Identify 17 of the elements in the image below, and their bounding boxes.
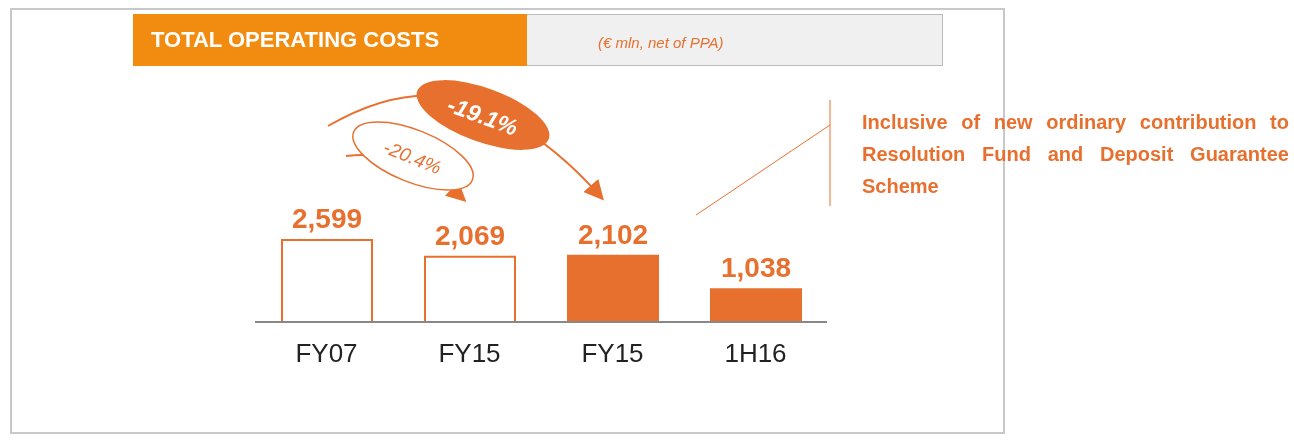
data-label: 2,599: [291, 203, 363, 234]
data-label: 2,102: [577, 218, 649, 250]
chart-title: TOTAL OPERATING COSTS: [133, 14, 527, 66]
x-tick-label: FY07: [295, 338, 358, 369]
chart-subtitle: (€ mln, net of PPA): [598, 34, 724, 51]
x-tick-label: FY15: [581, 338, 644, 369]
bar: [281, 239, 373, 323]
bar: [710, 288, 802, 323]
text: -19.1%: [443, 91, 522, 141]
x-tick-label: FY15: [438, 338, 501, 369]
x-tick-label: 1H16: [724, 338, 787, 369]
data-label: 2,069: [434, 219, 506, 251]
data-label: 1,038: [720, 252, 792, 284]
bar: [424, 255, 516, 323]
text: -20.4%: [380, 136, 445, 179]
bar: [567, 254, 659, 323]
text: Inclusive of new ordinary contribution to Resolution Fund and Deposit Guarantee Scheme: [862, 110, 1289, 199]
